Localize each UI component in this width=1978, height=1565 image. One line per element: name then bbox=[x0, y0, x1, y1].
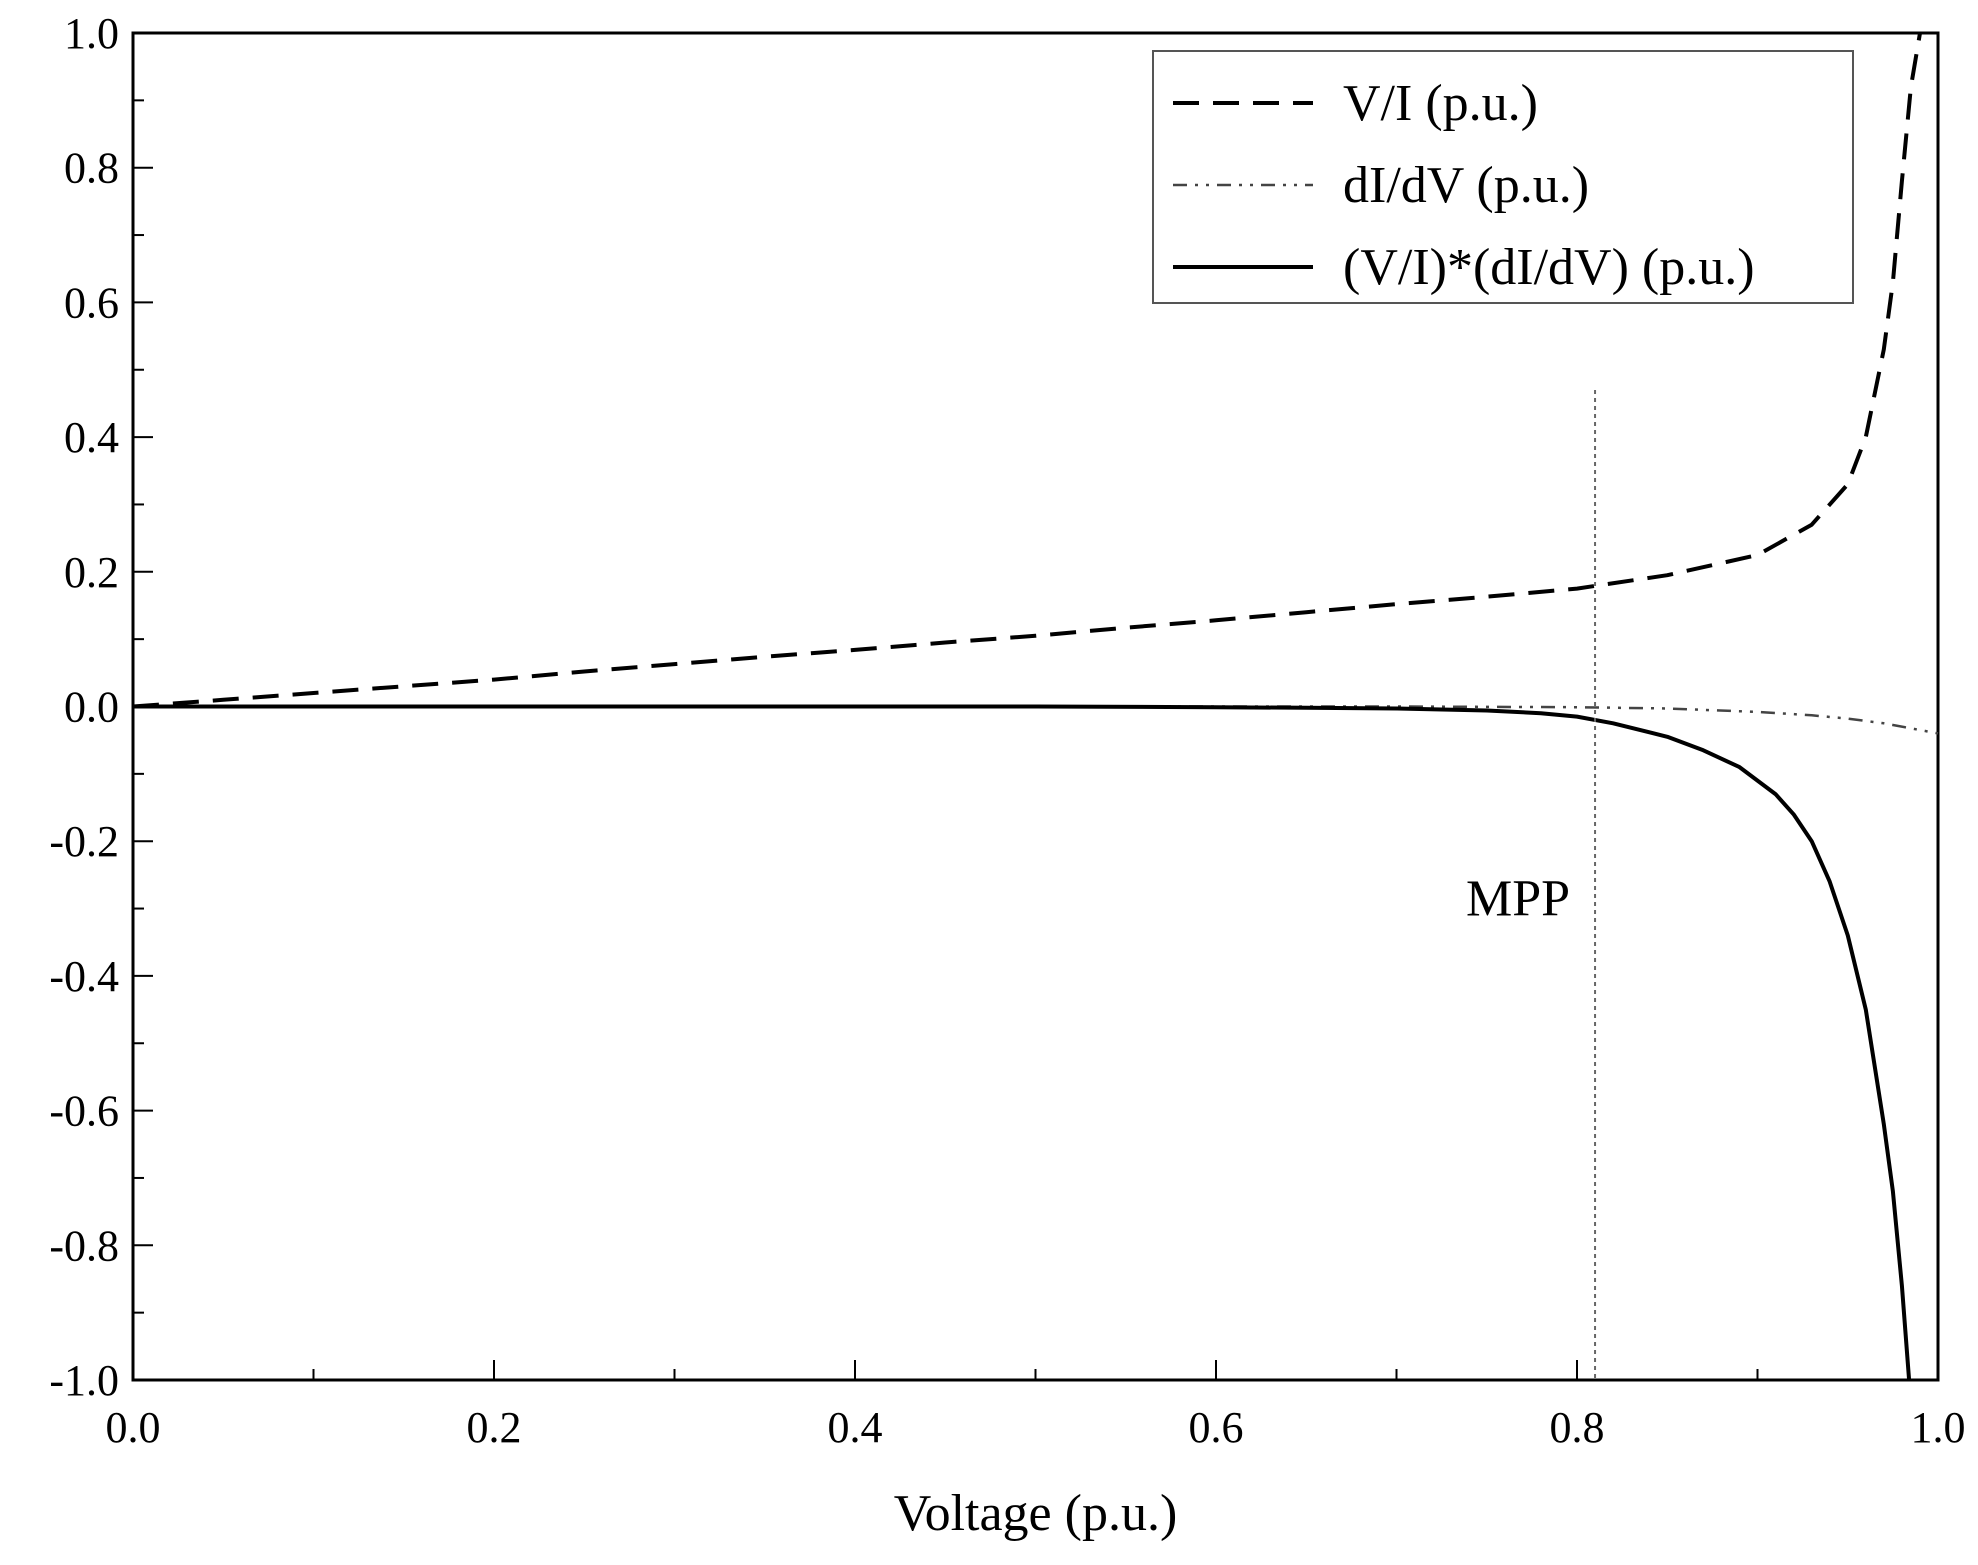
plot-area: 0.0 0.2 0.4 0.6 0.8 1.0 1.0 0.8 0.6 0.4 0.2 0.0 -0.2… bbox=[49, 9, 1965, 1452]
y-tick-label: 0.8 bbox=[64, 144, 119, 193]
x-tick-label: 1.0 bbox=[1911, 1403, 1966, 1452]
series-line-1 bbox=[132, 32, 1922, 709]
mpp-marker: MPP bbox=[1466, 389, 1597, 1380]
x-axis-title: Voltage (p.u.) bbox=[894, 1485, 1178, 1542]
y-tick-label: -0.8 bbox=[49, 1221, 119, 1270]
y-tick-label: -0.2 bbox=[49, 817, 119, 866]
legend-box bbox=[1152, 50, 1854, 304]
y-tick-label: 1.0 bbox=[64, 9, 119, 58]
legend-label-3: (V/I)*(dI/dV) (p.u.) bbox=[1343, 239, 1755, 296]
y-tick-label: -1.0 bbox=[49, 1356, 119, 1405]
axis-ticks bbox=[132, 32, 1939, 1381]
x-tick-label: 0.8 bbox=[1550, 1403, 1605, 1452]
y-tick-label: -0.4 bbox=[49, 952, 119, 1001]
legend-label-2: dI/dV (p.u.) bbox=[1343, 157, 1589, 214]
y-tick-label: 0.6 bbox=[64, 278, 119, 327]
x-tick-label: 0.6 bbox=[1189, 1403, 1244, 1452]
series-layer bbox=[132, 32, 1939, 1381]
y-tick-label: -0.6 bbox=[49, 1087, 119, 1136]
axis-tick-labels: 0.0 0.2 0.4 0.6 0.8 1.0 1.0 0.8 0.6 0.4 0.2 0.0 -0.2… bbox=[49, 9, 1965, 1452]
y-tick-label: 0.2 bbox=[64, 548, 119, 597]
legend: V/I (p.u.) dI/dV (p.u.) (V/I)*(dI/dV) (p.u… bbox=[1152, 50, 1854, 304]
x-tick-label: 0.2 bbox=[467, 1403, 522, 1452]
mpp-label: MPP bbox=[1466, 870, 1570, 927]
y-tick-label: 0.0 bbox=[64, 683, 119, 732]
legend-label-1: V/I (p.u.) bbox=[1343, 75, 1538, 132]
y-tick-label: 0.4 bbox=[64, 413, 119, 462]
x-tick-label: 0.4 bbox=[828, 1403, 883, 1452]
series-line-3 bbox=[133, 704, 1912, 1381]
x-tick-label: 0.0 bbox=[106, 1403, 161, 1452]
